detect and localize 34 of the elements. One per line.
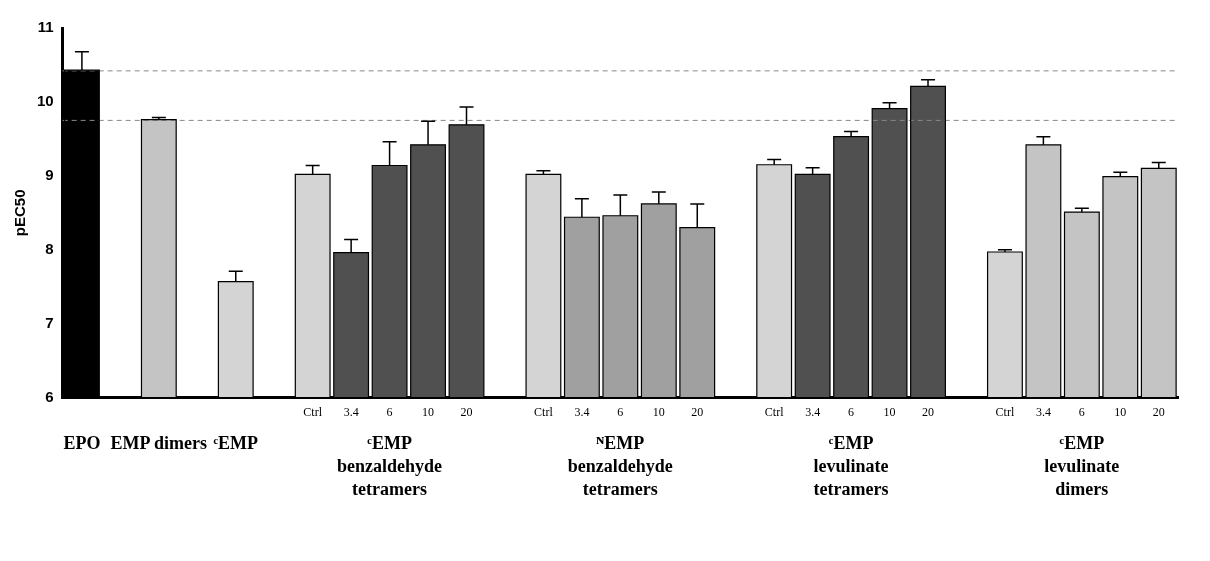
- x-tick-label: 20: [922, 404, 935, 419]
- x-tick-label: Ctrl: [995, 404, 1015, 419]
- x-tick-label: 3.4: [805, 404, 821, 419]
- x-tick-label: 6: [386, 404, 393, 419]
- y-tick-label: 11: [37, 18, 54, 36]
- x-tick-label: 20: [460, 404, 473, 419]
- x-tick-label: Ctrl: [764, 404, 785, 419]
- x-tick-label: 3.4: [343, 404, 359, 419]
- x-tick-label: 20: [691, 404, 704, 419]
- text: ᶜEMP levulinate tetramers: [812, 432, 890, 501]
- text: EMP dimers: [109, 432, 209, 455]
- x-tick-label: Ctrl: [534, 404, 554, 419]
- x-tick-label: 10: [883, 404, 896, 419]
- x-tick-label: 10: [652, 404, 665, 419]
- x-tick-label: 3.4: [1035, 404, 1051, 419]
- y-tick-label: 9: [45, 165, 54, 183]
- x-tick-label: 10: [1114, 404, 1127, 419]
- y-tick-label: 7: [45, 313, 54, 331]
- x-tick-label: 6: [1078, 404, 1085, 419]
- x-tick-label: 10: [422, 404, 435, 419]
- x-tick-label: 6: [617, 404, 624, 419]
- x-tick-label: 6: [848, 404, 855, 419]
- text: ᶜEMP levulinate dimers: [1043, 432, 1121, 501]
- y-tick-label: 8: [45, 239, 54, 257]
- y-tick-label: 10: [37, 92, 54, 110]
- text: EPO: [63, 433, 101, 453]
- x-tick-label: 20: [1152, 404, 1165, 419]
- x-tick-label: 3.4: [574, 404, 590, 419]
- y-axis-title: pEC50: [11, 189, 29, 237]
- text: ᴺEMP benzaldehyde tetramers: [566, 432, 674, 501]
- x-tick-label: Ctrl: [303, 404, 323, 419]
- text: ᶜEMP benzaldehyde tetramers: [336, 432, 444, 501]
- text: ᶜEMP: [213, 433, 259, 453]
- y-tick-label: 6: [45, 387, 54, 405]
